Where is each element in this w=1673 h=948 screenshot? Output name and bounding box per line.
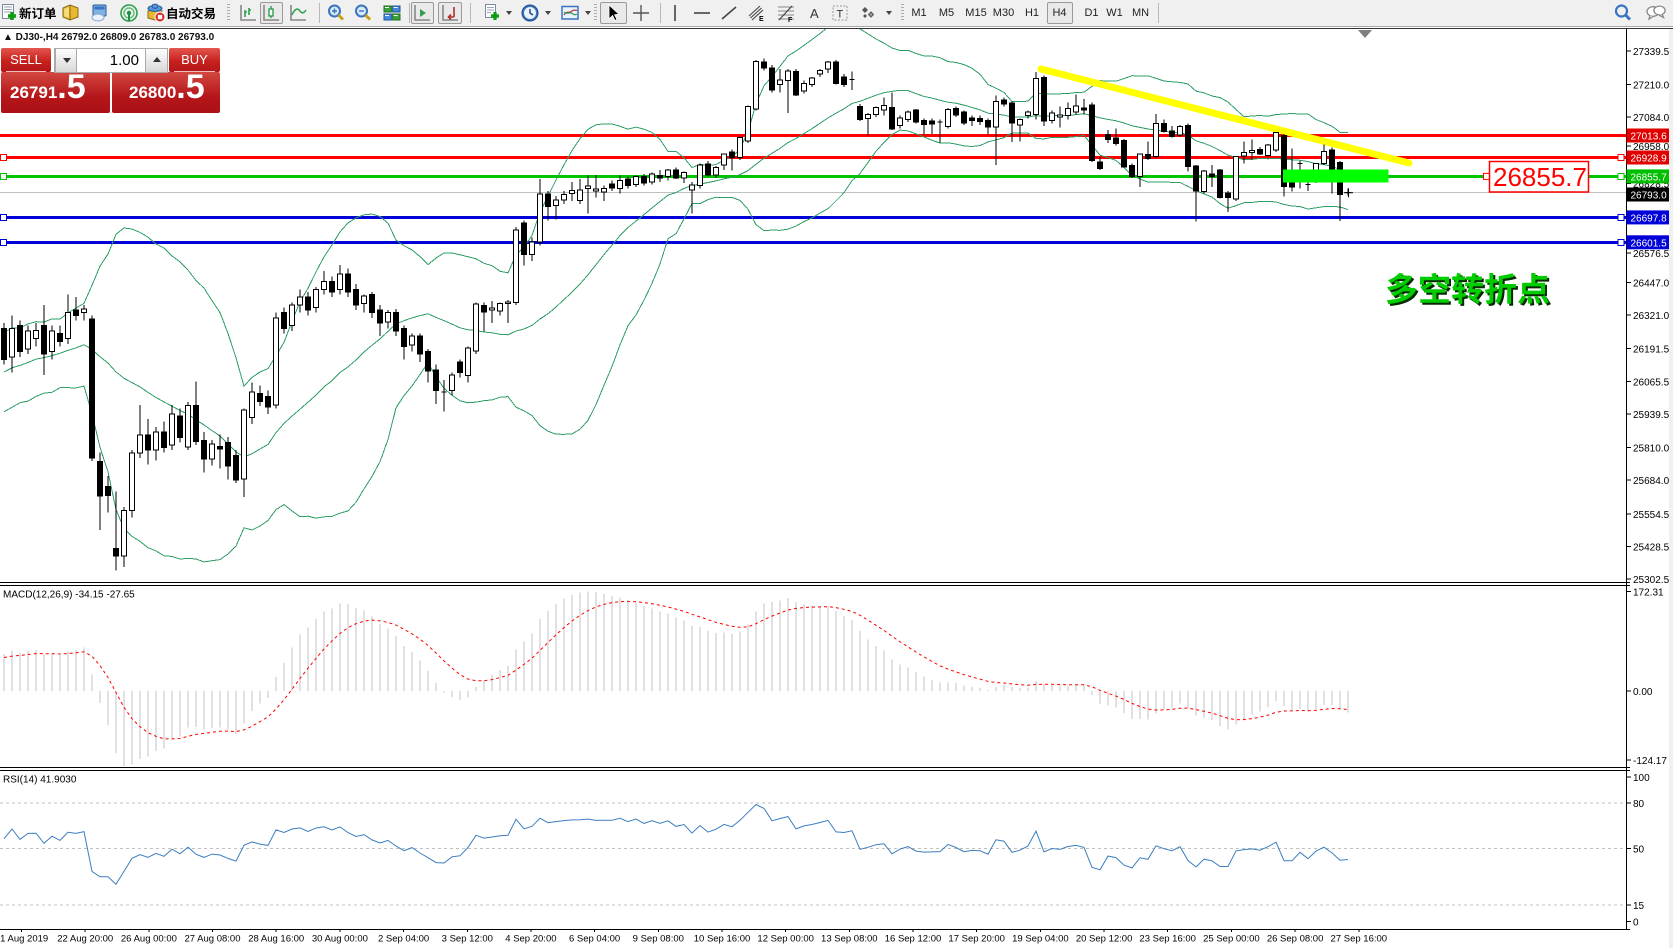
svg-text:13 Sep 08:00: 13 Sep 08:00 — [821, 934, 878, 945]
svg-text:26855.7: 26855.7 — [1631, 172, 1668, 183]
svg-text:21 Aug 2019: 21 Aug 2019 — [0, 934, 48, 945]
svg-text:26321.0: 26321.0 — [1633, 311, 1670, 322]
svg-text:27 Sep 16:00: 27 Sep 16:00 — [1331, 934, 1388, 945]
svg-text:12 Sep 00:00: 12 Sep 00:00 — [757, 934, 814, 945]
svg-text:27013.6: 27013.6 — [1631, 132, 1668, 143]
svg-text:3 Sep 12:00: 3 Sep 12:00 — [442, 934, 493, 945]
svg-text:80: 80 — [1633, 799, 1645, 810]
svg-text:9 Sep 08:00: 9 Sep 08:00 — [633, 934, 684, 945]
svg-text:RSI(14) 41.9030: RSI(14) 41.9030 — [3, 775, 77, 786]
svg-text:F: F — [788, 17, 793, 23]
svg-text:26601.5: 26601.5 — [1631, 238, 1668, 249]
svg-text:6 Sep 04:00: 6 Sep 04:00 — [569, 934, 620, 945]
svg-text:25302.5: 25302.5 — [1633, 575, 1670, 586]
svg-text:27339.5: 27339.5 — [1633, 47, 1670, 58]
svg-text:19 Sep 04:00: 19 Sep 04:00 — [1012, 934, 1069, 945]
svg-text:25554.5: 25554.5 — [1633, 510, 1670, 521]
svg-text:25939.5: 25939.5 — [1633, 410, 1670, 421]
svg-text:25428.5: 25428.5 — [1633, 543, 1670, 554]
svg-text:10 Sep 16:00: 10 Sep 16:00 — [694, 934, 751, 945]
svg-text:26 Aug 00:00: 26 Aug 00:00 — [121, 934, 177, 945]
svg-text:T: T — [837, 9, 844, 21]
svg-text:26855.7: 26855.7 — [1493, 162, 1587, 192]
svg-text:26793.0: 26793.0 — [1631, 191, 1668, 202]
svg-text:MACD(12,26,9) -34.15 -27.65: MACD(12,26,9) -34.15 -27.65 — [3, 590, 135, 601]
svg-text:25684.0: 25684.0 — [1633, 476, 1670, 487]
svg-text:25810.0: 25810.0 — [1633, 444, 1670, 455]
svg-text:100: 100 — [1633, 773, 1650, 784]
svg-text:E: E — [759, 16, 764, 23]
svg-text:23 Sep 16:00: 23 Sep 16:00 — [1139, 934, 1196, 945]
svg-text:26 Sep 08:00: 26 Sep 08:00 — [1267, 934, 1324, 945]
svg-text:A: A — [810, 6, 819, 21]
svg-text:26191.5: 26191.5 — [1633, 345, 1670, 356]
svg-text:26828.5: 26828.5 — [1633, 180, 1670, 191]
svg-text:15: 15 — [1633, 901, 1645, 912]
svg-text:27 Aug 08:00: 27 Aug 08:00 — [185, 934, 241, 945]
svg-text:172.31: 172.31 — [1633, 588, 1664, 599]
svg-text:▲ DJ30-,H4 26792.0 26809.0 26: ▲ DJ30-,H4 26792.0 26809.0 26783.0 26793… — [3, 32, 215, 43]
svg-text:26447.0: 26447.0 — [1633, 278, 1670, 289]
svg-text:2 Sep 04:00: 2 Sep 04:00 — [378, 934, 429, 945]
svg-text:20 Sep 12:00: 20 Sep 12:00 — [1076, 934, 1133, 945]
svg-text:16 Sep 12:00: 16 Sep 12:00 — [885, 934, 942, 945]
svg-text:30 Aug 00:00: 30 Aug 00:00 — [312, 934, 368, 945]
svg-text:22 Aug 20:00: 22 Aug 20:00 — [57, 934, 113, 945]
svg-text:17 Sep 20:00: 17 Sep 20:00 — [948, 934, 1005, 945]
svg-text:28 Aug 16:00: 28 Aug 16:00 — [248, 934, 304, 945]
svg-text:25 Sep 00:00: 25 Sep 00:00 — [1203, 934, 1260, 945]
svg-text:50: 50 — [1633, 845, 1645, 856]
svg-text:-124.17: -124.17 — [1633, 756, 1667, 767]
svg-text:0: 0 — [1633, 918, 1639, 929]
svg-text:27084.0: 27084.0 — [1633, 113, 1670, 124]
svg-text:26065.5: 26065.5 — [1633, 377, 1670, 388]
svg-text:26576.5: 26576.5 — [1633, 249, 1670, 260]
svg-text:27210.0: 27210.0 — [1633, 81, 1670, 92]
svg-text:26958.0: 26958.0 — [1633, 142, 1670, 153]
svg-text:0.00: 0.00 — [1633, 687, 1653, 698]
svg-text:26697.8: 26697.8 — [1631, 213, 1668, 224]
svg-text:4 Sep 20:00: 4 Sep 20:00 — [505, 934, 556, 945]
svg-text:26928.9: 26928.9 — [1631, 154, 1668, 165]
